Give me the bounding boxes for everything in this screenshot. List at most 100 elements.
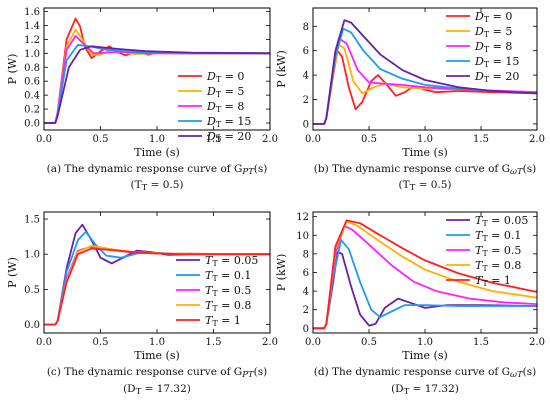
legend-param-sub: T — [484, 15, 490, 24]
plot-frame — [43, 7, 271, 131]
y-tick-label: 8 — [303, 249, 309, 260]
legend-label: DT = 5 — [206, 85, 244, 99]
legend-param-sub: T — [482, 249, 488, 258]
legend-value: = 8 — [221, 100, 244, 113]
legend-label: DT = 15 — [206, 115, 251, 129]
y-tick-label: 8 — [303, 22, 309, 33]
x-tick-label: 0.5 — [93, 337, 109, 348]
caption-text: (c) The dynamic response curve of G — [47, 366, 242, 378]
y-tick-label: 1.5 — [24, 215, 40, 226]
x-tick-label: 0.0 — [305, 337, 321, 348]
caption2-text: (D — [123, 383, 136, 395]
legend-param-sub: T — [212, 289, 218, 298]
x-tick-label: 1.5 — [473, 134, 489, 145]
caption-end: (s) — [254, 366, 268, 378]
x-axis-label: Time (s) — [134, 349, 180, 362]
caption2-text: (D — [391, 383, 404, 395]
series-line-b-4 — [313, 19, 538, 125]
legend-label: TT = 0.5 — [475, 244, 521, 258]
y-tick-label: 0.8 — [24, 63, 40, 74]
plot-frame — [312, 7, 538, 131]
series-line-a-4 — [44, 45, 271, 124]
legend-label: DT = 20 — [474, 70, 519, 84]
legend-param-sub: T — [212, 319, 218, 328]
x-tick-label: 0.5 — [93, 134, 109, 145]
caption-end: (s) — [523, 366, 537, 378]
x-axis-label: Time (s) — [402, 146, 448, 159]
caption-text: (d) The dynamic response curve of G — [314, 366, 510, 378]
caption2-sub: T — [404, 387, 410, 397]
legend-param: D — [474, 10, 484, 23]
x-axis-label: Time (s) — [134, 146, 180, 159]
legend-value: = 0.05 — [488, 214, 529, 227]
legend-value: = 0.8 — [488, 259, 522, 272]
legend-value: = 0 — [489, 10, 512, 23]
y-tick-label: 0.4 — [24, 91, 40, 102]
legend-label: DT = 8 — [474, 40, 512, 54]
y-tick-label: 0.0 — [24, 119, 40, 130]
legend-param-sub: T — [216, 120, 222, 129]
legend-param-sub: T — [482, 234, 488, 243]
chart-panel-a: 0.0 0.5 1.0 1.5 2.0 0.0 0.2 0.4 0.6 0.8 1.0 1.2 1.4 1… — [6, 7, 278, 193]
legend-param-sub: T — [484, 45, 490, 54]
y-tick-label: 1.2 — [24, 35, 40, 46]
caption-sub: ωT — [510, 370, 524, 380]
legend-param-sub: T — [484, 30, 490, 39]
legend-label: TT = 0.05 — [475, 214, 528, 228]
x-tick-label: 2.0 — [262, 134, 278, 145]
legend-param: D — [474, 55, 484, 68]
legend-param: D — [206, 85, 216, 98]
plot-frame — [43, 211, 271, 334]
caption-sub: ωT — [510, 167, 524, 177]
caption2-sub: T — [410, 183, 416, 193]
caption2-text: (T — [398, 179, 409, 191]
caption2-sub: T — [142, 183, 148, 193]
legend-param-sub: T — [482, 264, 488, 273]
figure-caption: (c) The dynamic response curve of GPT(s) — [47, 366, 267, 380]
y-axis-label: P (W) — [6, 54, 19, 85]
y-tick-label: 6 — [303, 46, 309, 57]
legend-value: = 15 — [221, 115, 251, 128]
y-tick-label: 0.6 — [24, 77, 40, 88]
legend-param-sub: T — [216, 105, 222, 114]
x-tick-label: 1.0 — [149, 134, 165, 145]
legend-param-sub: T — [484, 60, 490, 69]
caption2-end: = 17.32) — [141, 383, 191, 395]
figure-caption: (a) The dynamic response curve of GPT(s) — [47, 163, 268, 177]
legend-value: = 15 — [489, 55, 519, 68]
legend-param: T — [475, 244, 484, 257]
caption2-end: = 0.5) — [147, 179, 183, 191]
legend-param-sub: T — [216, 75, 222, 84]
caption-text: (b) The dynamic response curve of G — [314, 163, 510, 175]
caption-end: (s) — [254, 163, 268, 175]
legend-param: T — [475, 229, 484, 242]
legend-label: TT = 0.05 — [205, 254, 258, 268]
legend-value: = 0.8 — [218, 299, 252, 312]
caption-end: (s) — [523, 163, 537, 175]
y-axis-label: P (kW) — [275, 254, 288, 291]
caption-sub: PT — [241, 370, 255, 380]
y-tick-label: 10 — [296, 231, 309, 242]
x-tick-label: 0.5 — [361, 134, 377, 145]
legend-value: = 0.5 — [488, 244, 522, 257]
legend-param: T — [205, 254, 214, 267]
legend-param-sub: T — [484, 75, 490, 84]
x-tick-label: 2.0 — [529, 337, 545, 348]
x-tick-label: 1.5 — [206, 337, 222, 348]
legend-label: DT = 8 — [206, 100, 244, 114]
y-tick-label: 6 — [303, 268, 309, 279]
legend-value: = 1 — [218, 314, 241, 327]
x-axis-label: Time (s) — [402, 349, 448, 362]
y-tick-label: 0.2 — [24, 105, 40, 116]
legend-param-sub: T — [212, 274, 218, 283]
caption-sub: PT — [241, 167, 255, 177]
x-tick-label: 1.0 — [417, 337, 433, 348]
legend-value: = 1 — [488, 274, 511, 287]
legend-label: TT = 0.8 — [475, 259, 521, 273]
figure-caption: (b) The dynamic response curve of GωT(s) — [314, 163, 536, 177]
x-tick-label: 1.0 — [149, 337, 165, 348]
legend-label: DT = 5 — [474, 25, 512, 39]
caption2-end: = 17.32) — [409, 383, 459, 395]
legend-label: TT = 1 — [205, 314, 241, 328]
